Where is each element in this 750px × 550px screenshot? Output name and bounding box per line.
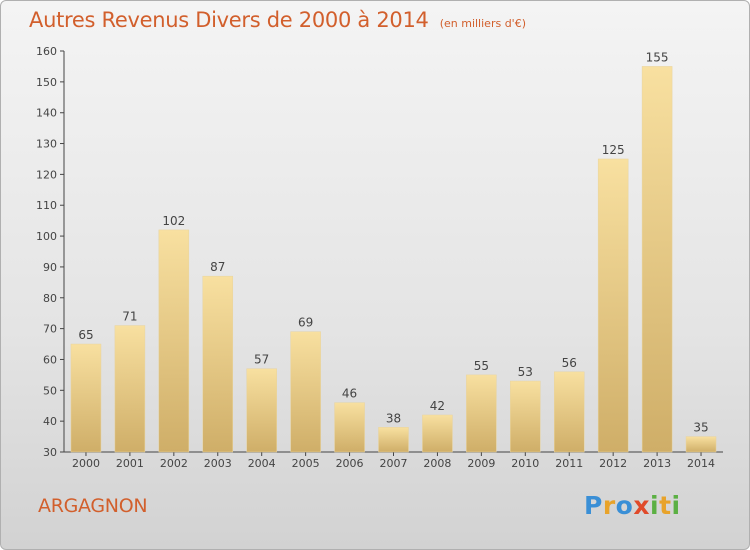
bar-2013 xyxy=(641,66,673,453)
proxiti-logo: Proxiti xyxy=(584,491,681,520)
data-label-2000: 65 xyxy=(78,328,93,342)
data-label-2001: 71 xyxy=(122,310,137,324)
data-label-2004: 57 xyxy=(254,353,269,367)
bar-2003 xyxy=(202,275,234,453)
data-label-2011: 56 xyxy=(562,356,577,370)
x-tick-label: 2007 xyxy=(380,457,408,470)
bar-2002 xyxy=(158,229,190,453)
logo-letter: t xyxy=(659,491,672,520)
y-tick-label: 40 xyxy=(43,415,57,428)
bar-2014 xyxy=(685,436,717,453)
data-label-2014: 35 xyxy=(693,421,708,435)
logo-letter: i xyxy=(671,491,681,520)
x-tick-label: 2000 xyxy=(72,457,100,470)
y-tick-label: 100 xyxy=(36,230,57,243)
chart-subtitle: (en milliers d'€) xyxy=(439,17,526,30)
bar-2011 xyxy=(553,371,585,453)
y-tick-label: 30 xyxy=(43,446,57,459)
bar-2005 xyxy=(290,331,321,453)
logo-letter: r xyxy=(602,491,616,520)
chart-data-labels: 65 71 102 87 57 69 46 38 42 55 53 56 125 155 35 xyxy=(78,50,708,434)
data-label-2013: 155 xyxy=(646,50,669,64)
data-label-2002: 102 xyxy=(162,214,185,228)
y-tick-label: 80 xyxy=(43,292,57,305)
x-tick-label: 2002 xyxy=(160,457,188,470)
data-label-2010: 53 xyxy=(518,365,533,379)
bar-2009 xyxy=(466,374,497,453)
bar-2010 xyxy=(510,380,541,453)
x-tick-label: 2003 xyxy=(204,457,232,470)
x-tick-label: 2006 xyxy=(336,457,364,470)
bar-2001 xyxy=(114,325,146,453)
data-label-2003: 87 xyxy=(210,260,225,274)
bar-2004 xyxy=(246,368,277,453)
data-label-2006: 46 xyxy=(342,387,357,401)
y-tick-label: 50 xyxy=(43,384,57,397)
y-tick-label: 150 xyxy=(36,76,57,89)
y-tick-label: 140 xyxy=(36,107,57,120)
x-tick-label: 2012 xyxy=(599,457,627,470)
data-label-2007: 38 xyxy=(386,411,401,425)
y-tick-label: 70 xyxy=(43,323,57,336)
logo-letter: o xyxy=(615,491,634,520)
logo-letter: i xyxy=(650,491,660,520)
data-label-2008: 42 xyxy=(430,399,445,413)
x-tick-label: 2009 xyxy=(467,457,495,470)
data-label-2009: 55 xyxy=(474,359,489,373)
bar-2012 xyxy=(597,158,629,453)
y-tick-label: 90 xyxy=(43,261,57,274)
commune-name: ARGAGNON xyxy=(38,495,148,517)
logo-letter: x xyxy=(633,491,650,520)
x-tick-label: 2013 xyxy=(643,457,671,470)
chart-title-row: Autres Revenus Divers de 2000 à 2014 (en… xyxy=(29,8,526,32)
x-tick-label: 2010 xyxy=(511,457,539,470)
bar-2000 xyxy=(70,343,102,453)
y-tick-label: 120 xyxy=(36,168,57,181)
bar-2006 xyxy=(334,402,365,453)
y-tick-label: 60 xyxy=(43,353,57,366)
x-tick-label: 2008 xyxy=(423,457,451,470)
bar-2007 xyxy=(378,427,409,453)
data-label-2012: 125 xyxy=(602,143,625,157)
y-tick-label: 160 xyxy=(36,45,57,58)
x-tick-label: 2001 xyxy=(116,457,144,470)
logo-letter: P xyxy=(584,491,603,520)
x-tick-label: 2011 xyxy=(555,457,583,470)
bar-2008 xyxy=(422,414,453,453)
chart-title: Autres Revenus Divers de 2000 à 2014 xyxy=(29,8,429,32)
y-tick-label: 110 xyxy=(36,199,57,212)
chart-axes: 30 40 50 60 70 80 90 100 110 120 130 140 150 160 2000 2… xyxy=(36,45,723,470)
x-tick-label: 2014 xyxy=(687,457,715,470)
chart-bars xyxy=(70,66,717,453)
x-tick-label: 2005 xyxy=(292,457,320,470)
data-label-2005: 69 xyxy=(298,316,313,330)
x-tick-label: 2004 xyxy=(248,457,276,470)
y-tick-label: 130 xyxy=(36,138,57,151)
